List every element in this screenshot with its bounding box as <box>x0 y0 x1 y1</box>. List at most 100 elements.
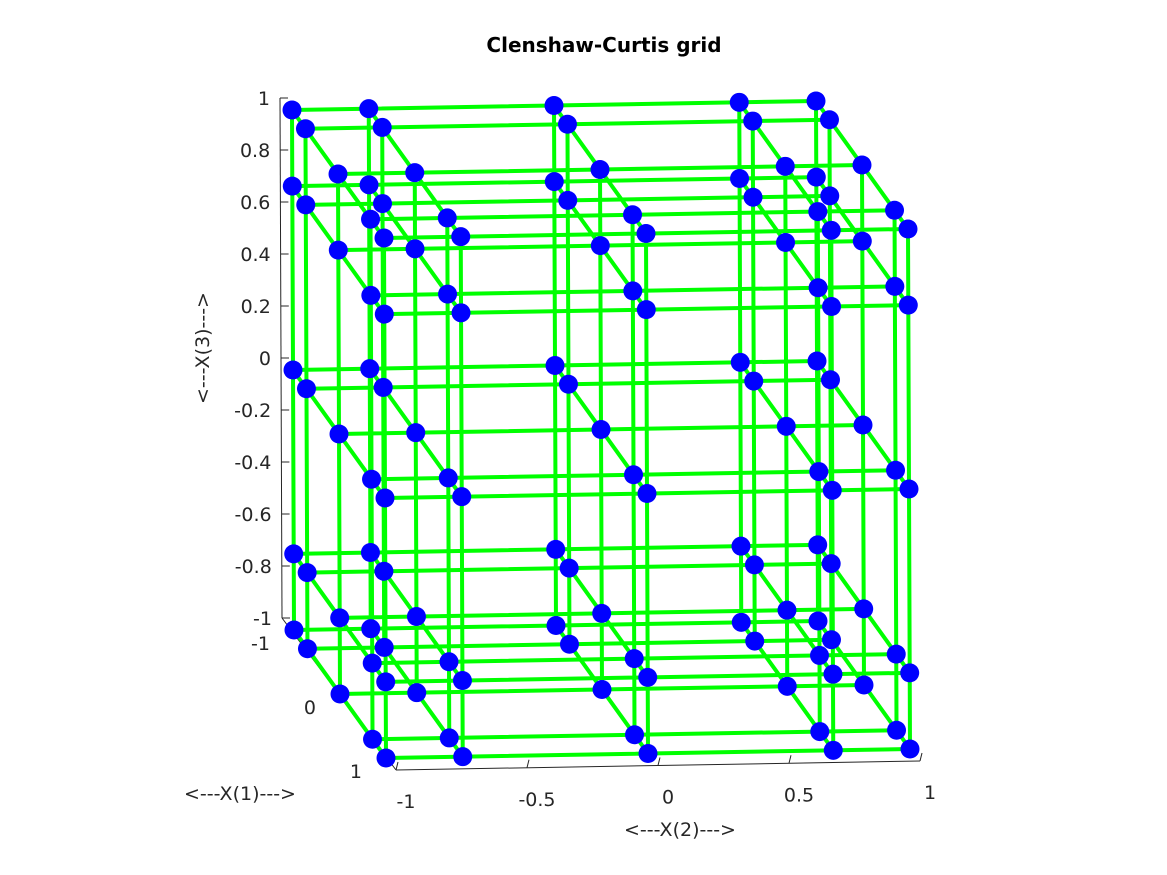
grid-point <box>809 645 829 665</box>
grid-point <box>821 554 841 574</box>
tick-labels: 1 0.8 0.6 0.4 0.2 0 -0.2 -0.4 -0.6 -0.8 -1 -1 -0.5 0 0… <box>234 88 936 813</box>
x2-tick-mark <box>919 752 923 762</box>
grid-point <box>453 747 473 767</box>
grid-point <box>808 535 828 555</box>
grid-point <box>451 227 471 247</box>
grid-point <box>823 664 843 684</box>
grid-point <box>623 281 643 301</box>
grid-point <box>374 561 394 581</box>
grid-point <box>854 599 874 619</box>
grid-point <box>636 300 656 320</box>
x3-tick-label: -1 <box>253 608 272 630</box>
grid-point <box>363 729 383 749</box>
grid-point <box>451 303 471 323</box>
grid-point <box>625 725 645 745</box>
grid-point <box>820 186 840 206</box>
grid-point <box>296 379 316 399</box>
x3-tick-label: -0.2 <box>234 400 271 422</box>
grid-point <box>330 684 350 704</box>
grid-point <box>330 608 350 628</box>
grid-point <box>808 611 828 631</box>
x2-tick-label: -0.5 <box>518 789 555 811</box>
grid-point <box>439 652 459 672</box>
x1-tick-label: -1 <box>251 633 270 655</box>
grid-point <box>777 676 797 696</box>
grid-point <box>282 100 302 120</box>
grid-point <box>297 639 317 659</box>
grid-point <box>777 600 797 620</box>
grid-point <box>853 415 873 435</box>
grid-point <box>329 424 349 444</box>
grid-point <box>544 96 564 115</box>
grid-point <box>295 119 315 139</box>
x2-tick-label: 0 <box>662 787 674 809</box>
grid-point <box>546 616 566 635</box>
grid-point <box>637 484 657 503</box>
grid-point <box>852 155 872 175</box>
grid-point <box>439 728 459 748</box>
grid-point <box>283 360 303 380</box>
grid-point <box>407 683 427 703</box>
grid-point <box>807 351 827 371</box>
grid-point <box>806 91 826 111</box>
grid-point <box>406 423 426 443</box>
grid-point <box>361 619 381 639</box>
x2-tick-mark <box>526 759 530 768</box>
grid-point <box>745 631 765 651</box>
grid-point <box>559 558 579 578</box>
x3-tick-label: -0.8 <box>235 556 272 578</box>
grid-point <box>376 748 396 768</box>
grid-point <box>898 219 918 239</box>
chart-title: Clenshaw-Curtis grid <box>486 33 721 57</box>
x2-tick-label: 0.5 <box>784 784 814 806</box>
grid-point <box>406 607 426 627</box>
x1-tick-label: 0 <box>304 697 316 719</box>
grid-point <box>359 175 379 195</box>
grid-point <box>297 563 317 583</box>
x2-tick-mark <box>395 761 399 771</box>
grid-point <box>808 202 828 222</box>
x3-tick-label: 1 <box>258 88 270 110</box>
grid-point <box>284 620 304 640</box>
x3-axis-label: <---X(3)---> <box>192 292 214 404</box>
grid-point <box>819 110 839 130</box>
grid-point <box>810 722 830 742</box>
grid-point <box>284 544 304 564</box>
grid-point <box>282 176 302 196</box>
grid-point <box>854 675 874 695</box>
x2-tick-mark <box>788 755 792 764</box>
grid-point <box>900 739 920 759</box>
grid-point <box>887 720 907 740</box>
grid-point <box>885 276 905 296</box>
grid-point <box>437 208 457 228</box>
grid-point <box>405 163 425 183</box>
grid-point <box>729 92 749 112</box>
x2-axis-label: <---X(2)---> <box>624 819 736 841</box>
grid-point <box>376 672 396 692</box>
x1-tick-label: 1 <box>350 761 362 783</box>
grid-point <box>638 667 658 687</box>
grid-point <box>375 488 395 508</box>
grid-point <box>438 284 458 304</box>
grid-point <box>822 296 842 316</box>
grid-point <box>743 111 763 131</box>
grid-point <box>899 479 919 499</box>
grid-point <box>898 295 918 315</box>
x2-tick-label: 1 <box>924 782 936 804</box>
grid-point <box>374 228 394 248</box>
x3-tick-label: 0.4 <box>240 244 270 266</box>
grid-point <box>360 543 380 563</box>
grid-point <box>852 231 872 251</box>
grid-points <box>282 91 920 768</box>
grid-point <box>360 359 380 379</box>
grid-point <box>822 480 842 500</box>
grid-point <box>886 460 906 480</box>
grid-point <box>744 371 764 391</box>
grid-point <box>557 114 577 134</box>
grid-point <box>362 469 382 489</box>
grid-point <box>328 164 348 184</box>
grid-point <box>452 671 472 691</box>
grid-point <box>546 539 566 559</box>
